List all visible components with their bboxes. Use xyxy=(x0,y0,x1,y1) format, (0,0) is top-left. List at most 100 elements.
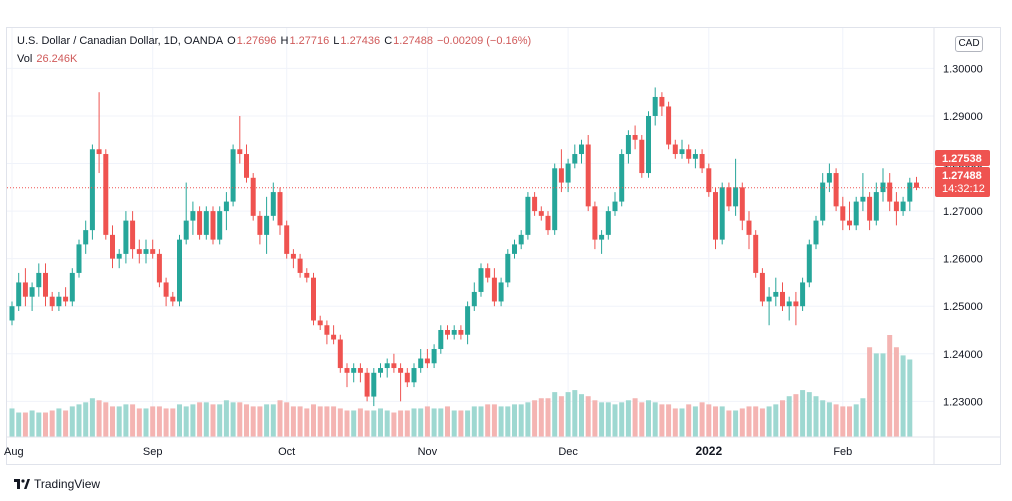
candle-body xyxy=(873,192,879,221)
candle-body xyxy=(143,249,149,254)
candle xyxy=(800,277,806,311)
candle-body xyxy=(250,177,256,216)
candle-body xyxy=(806,244,812,283)
candle xyxy=(532,192,538,216)
candle xyxy=(786,296,792,321)
x-tick-label: Nov xyxy=(418,446,438,458)
candle xyxy=(833,168,839,212)
candle-body xyxy=(565,163,571,183)
volume-layer xyxy=(9,335,913,437)
candle xyxy=(900,196,906,216)
currency-badge[interactable]: CAD xyxy=(955,36,983,52)
open-value: 1.27696 xyxy=(236,35,277,47)
candle-body xyxy=(512,244,517,254)
candle-body xyxy=(847,220,852,226)
candle-body xyxy=(89,149,95,231)
candle-body xyxy=(478,268,484,292)
candle xyxy=(518,230,524,250)
price-axis[interactable]: 1.300001.290001.280001.270001.260001.250… xyxy=(943,63,983,408)
candle xyxy=(378,363,383,378)
candle xyxy=(317,315,323,330)
candle-body xyxy=(585,144,591,207)
candle xyxy=(512,239,517,259)
candle-body xyxy=(579,144,584,155)
volume-bar xyxy=(110,406,115,437)
y-tick-label: 1.24000 xyxy=(943,349,983,361)
candle-body xyxy=(833,173,839,207)
candle-body xyxy=(177,239,182,302)
candle xyxy=(49,291,55,311)
candle-body xyxy=(76,244,82,273)
candle xyxy=(103,149,109,240)
candle-body xyxy=(726,187,732,207)
candle-body xyxy=(545,215,551,231)
symbol-legend: U.S. Dollar / Canadian Dollar, 1D, OANDA… xyxy=(17,35,532,47)
candle-body xyxy=(110,234,115,259)
candle-body xyxy=(43,272,48,297)
volume-bar xyxy=(404,410,410,437)
volume-bar xyxy=(719,406,725,437)
candle xyxy=(558,149,564,193)
volume-bar xyxy=(170,408,176,437)
x-tick-label: Sep xyxy=(143,446,163,458)
volume-bar xyxy=(739,408,745,437)
candle-body xyxy=(458,329,464,335)
candle-body xyxy=(867,196,873,221)
candle-body xyxy=(786,301,792,307)
volume-bar xyxy=(183,406,189,437)
volume-bar xyxy=(666,404,672,437)
candle-body xyxy=(532,196,538,212)
candle-body xyxy=(398,368,404,373)
candle-body xyxy=(163,282,169,297)
candle xyxy=(451,325,457,340)
candle-body xyxy=(223,201,229,212)
candle xyxy=(820,173,826,226)
candle xyxy=(163,277,169,307)
volume-bar xyxy=(364,410,370,437)
candle-body xyxy=(599,234,605,240)
volume-bar xyxy=(203,402,209,437)
candle xyxy=(324,320,330,345)
candle xyxy=(672,139,678,159)
candle xyxy=(36,263,42,297)
candle xyxy=(76,239,82,278)
chart-frame xyxy=(6,27,1001,465)
y-tick-label: 1.27000 xyxy=(943,206,983,218)
candle-body xyxy=(22,282,28,297)
candle xyxy=(545,211,551,235)
candle-body xyxy=(451,329,457,335)
candle xyxy=(424,349,430,369)
volume-bar xyxy=(123,404,129,437)
candle xyxy=(907,177,913,212)
candle xyxy=(290,249,296,269)
candle xyxy=(217,206,223,245)
candle xyxy=(753,230,759,278)
volume-bar xyxy=(63,410,69,437)
volume-bar xyxy=(793,394,799,437)
tradingview-logo[interactable]: TradingView xyxy=(14,476,100,492)
candle-body xyxy=(605,211,611,235)
candle xyxy=(592,201,598,250)
volume-bar xyxy=(538,398,544,437)
candle-body xyxy=(471,291,477,307)
candle xyxy=(110,225,115,269)
volume-bar xyxy=(873,353,879,437)
candle-body xyxy=(652,96,658,116)
candle xyxy=(713,187,718,250)
volume-bar xyxy=(679,408,685,437)
volume-bar xyxy=(552,392,558,437)
time-axis[interactable]: Aug Sep Oct Nov Dec 2022 Feb xyxy=(4,444,852,458)
volume-bar xyxy=(478,406,484,437)
candle xyxy=(887,173,893,212)
volume-bar xyxy=(458,410,464,437)
candle xyxy=(478,263,484,297)
volume-value: 26.246K xyxy=(36,53,78,65)
candle-body xyxy=(237,149,243,155)
volume-bar xyxy=(337,408,343,437)
volume-bar xyxy=(297,406,303,437)
candle-body xyxy=(83,230,89,245)
candle xyxy=(793,291,799,326)
candle-body xyxy=(63,296,69,302)
candle xyxy=(244,144,249,183)
